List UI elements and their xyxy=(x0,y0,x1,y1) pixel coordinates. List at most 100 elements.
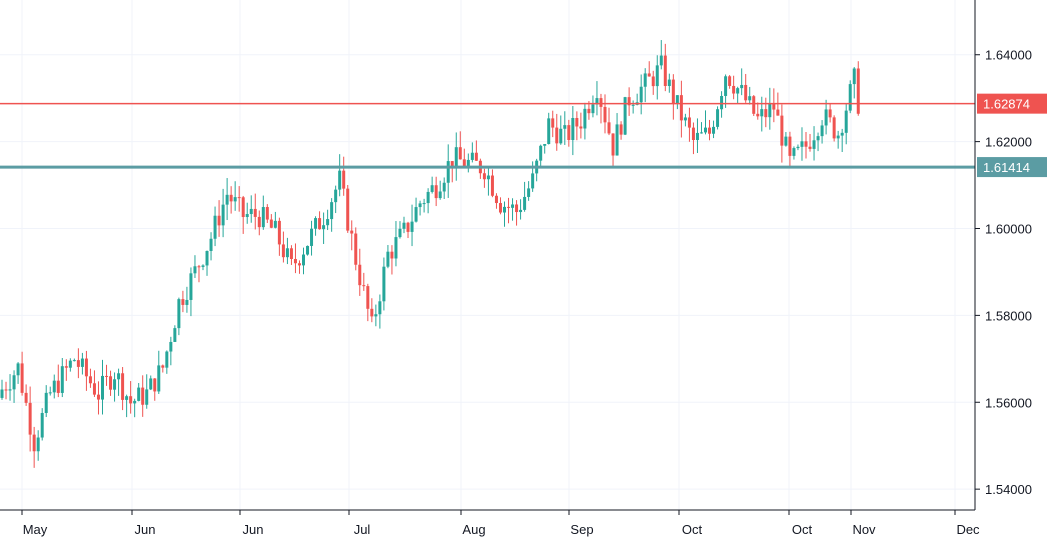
candle-body xyxy=(318,218,322,230)
candle-body xyxy=(330,202,334,220)
candle-body xyxy=(410,221,414,232)
candle-body xyxy=(563,125,567,129)
candle-body xyxy=(579,126,583,129)
x-tick-label: Jun xyxy=(243,522,264,537)
candle-body xyxy=(209,238,213,251)
candle-body xyxy=(56,380,60,393)
candle-body xyxy=(434,185,438,199)
candle-body xyxy=(406,222,410,232)
x-tick-label: Oct xyxy=(682,522,703,537)
candle-body xyxy=(173,328,177,342)
candle-body xyxy=(631,104,635,106)
candle-body xyxy=(141,387,145,405)
candle-body xyxy=(398,228,402,238)
candle-body xyxy=(744,84,748,101)
candle-body xyxy=(816,136,820,141)
candle-body xyxy=(113,379,117,390)
candle-body xyxy=(157,365,161,392)
candle-body xyxy=(523,196,527,210)
candle-body xyxy=(153,378,157,392)
candle-body xyxy=(832,117,836,139)
price-level-badge-label: 1.62874 xyxy=(983,97,1030,112)
candle-body xyxy=(547,118,551,144)
candle-body xyxy=(695,132,699,141)
candle-body xyxy=(28,402,32,435)
candle-body xyxy=(519,209,523,213)
candle-body xyxy=(257,216,261,228)
candle-body xyxy=(326,219,330,226)
candle-body xyxy=(261,207,265,228)
candle-body xyxy=(149,378,153,390)
candle-body xyxy=(60,366,64,393)
candle-body xyxy=(559,128,563,144)
candle-body xyxy=(117,373,121,380)
candle-body xyxy=(655,65,659,87)
candle-body xyxy=(338,170,342,190)
candle-body xyxy=(776,109,780,116)
candle-body xyxy=(804,141,808,147)
candle-body xyxy=(527,188,531,197)
candle-body xyxy=(225,194,229,205)
candle-body xyxy=(414,207,418,222)
axis-layer: 1.54000 1.56000 1.58000 1.60000 1.62000 1.640… xyxy=(0,0,1032,537)
y-tick-label: 1.58000 xyxy=(985,308,1032,323)
candle-body xyxy=(679,95,683,121)
candle-body xyxy=(792,148,796,156)
candle-body xyxy=(0,389,4,398)
candle-body xyxy=(659,55,663,66)
candle-body xyxy=(125,396,129,400)
candle-body xyxy=(643,73,647,87)
x-tick-label: Aug xyxy=(462,522,485,537)
candle-body xyxy=(249,208,253,215)
candle-body xyxy=(503,206,506,213)
grid-layer xyxy=(0,0,975,510)
level-layer: 1.62874 1.61414 xyxy=(0,93,1047,178)
candle-body xyxy=(237,197,241,199)
candle-body xyxy=(571,118,575,140)
candle-body xyxy=(185,299,189,305)
candle-body xyxy=(48,392,52,394)
candle-body xyxy=(314,218,318,229)
candle-body xyxy=(322,225,326,230)
candle-body xyxy=(245,214,249,218)
candle-body xyxy=(133,400,137,404)
candle-body xyxy=(68,360,72,368)
candle-body xyxy=(515,204,519,213)
candle-body xyxy=(486,175,490,180)
candle-body xyxy=(233,197,237,202)
candle-body xyxy=(4,389,8,391)
candle-body xyxy=(772,103,776,110)
candle-body xyxy=(543,143,547,146)
candle-body xyxy=(346,188,350,231)
candle-body xyxy=(306,245,310,255)
candle-body xyxy=(458,147,462,160)
candle-body xyxy=(639,86,643,103)
candle-body xyxy=(708,127,712,134)
candle-body xyxy=(531,173,535,189)
candle-body xyxy=(687,117,691,128)
candle-body xyxy=(390,251,394,259)
candle-body xyxy=(716,109,720,127)
candle-body xyxy=(756,113,760,117)
candle-body xyxy=(16,363,20,376)
candle-body xyxy=(494,195,498,204)
candle-body xyxy=(24,392,28,403)
candle-body xyxy=(450,161,454,168)
candle-body xyxy=(370,308,374,317)
candle-body xyxy=(828,109,832,118)
candle-layer xyxy=(0,40,860,468)
candle-body xyxy=(277,220,281,245)
candle-body xyxy=(603,106,607,123)
candle-body xyxy=(627,97,631,106)
candle-body xyxy=(253,208,257,217)
candle-body xyxy=(213,215,217,239)
candle-body xyxy=(40,412,44,438)
candle-body xyxy=(615,124,619,156)
candle-body xyxy=(699,132,703,134)
candle-body xyxy=(193,266,197,274)
candle-body xyxy=(824,109,828,126)
candle-body xyxy=(229,194,233,202)
candle-body xyxy=(667,79,671,87)
candle-body xyxy=(205,250,209,266)
candle-body xyxy=(72,360,76,362)
